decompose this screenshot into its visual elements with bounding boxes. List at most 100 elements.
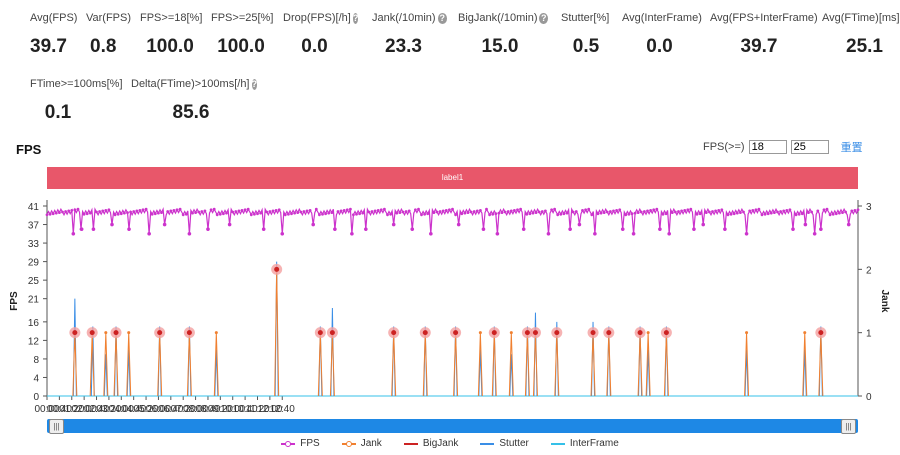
fps-chart[interactable]: 0481216212529333741012300:0000:4001:2002… <box>0 190 900 416</box>
fps-point <box>630 212 634 216</box>
y2-axis-label: Jank <box>879 290 890 313</box>
metric-avg-interframe: Avg(InterFrame) 0.0 <box>622 12 702 58</box>
fps-point <box>200 210 204 213</box>
fps-point <box>308 209 312 212</box>
bigjank-marker-core <box>532 330 538 336</box>
reset-link[interactable]: 重置 <box>840 142 863 154</box>
x-tick-label: 09:20 <box>208 404 233 415</box>
fps-point <box>831 212 835 216</box>
fps-point <box>215 213 219 217</box>
legend-line-dot-icon <box>341 439 356 449</box>
fps-point <box>807 211 810 215</box>
fps-threshold-input-2[interactable] <box>790 140 829 154</box>
metric-drop-fps: Drop(FPS)[/h]? 0.0 <box>283 12 359 58</box>
fps-point <box>655 207 659 211</box>
fps-point <box>45 213 49 217</box>
metric-label: FTime>=100ms[%] <box>30 78 123 90</box>
fps-point <box>763 212 767 216</box>
fps-point <box>153 212 157 216</box>
fps-point <box>85 212 89 216</box>
question-circle-icon[interactable]: ? <box>352 12 359 24</box>
fps-point <box>290 212 293 216</box>
fps-point <box>556 213 560 217</box>
fps-point <box>249 213 253 217</box>
bigjank-marker-core <box>113 330 119 336</box>
stutter-spike <box>478 349 483 397</box>
bigjank-marker-core <box>663 330 669 336</box>
bigjank-marker-core <box>329 330 335 336</box>
legend-label: InterFrame <box>569 438 619 449</box>
fps-point <box>259 211 262 215</box>
fps-point <box>70 209 74 212</box>
stutter-spike <box>744 349 749 397</box>
time-range-slider[interactable]: ||| ||| <box>47 419 858 434</box>
fps-point <box>104 209 108 212</box>
drag-handle-icon[interactable]: ||| <box>841 419 856 434</box>
legend-item-bigjank[interactable]: BigJank <box>403 438 458 449</box>
x-tick-label: 10:40 <box>233 404 258 415</box>
stutter-spike <box>802 349 807 397</box>
fps-dip-point <box>481 227 486 231</box>
fps-point <box>711 210 714 213</box>
fps-point <box>370 210 374 213</box>
y-axis-label: FPS <box>9 291 20 311</box>
fps-point <box>126 211 129 215</box>
fps-point <box>336 210 340 213</box>
fps-point <box>828 213 832 217</box>
legend-item-interframe[interactable]: InterFrame <box>550 438 619 449</box>
fps-dip-point <box>127 227 131 231</box>
fps-threshold-input-1[interactable] <box>748 140 787 154</box>
fps-point <box>739 211 742 215</box>
jank-spike <box>453 332 459 397</box>
label-band[interactable]: label1 <box>47 167 858 189</box>
fps-dip-point <box>280 232 285 236</box>
fps-point <box>602 211 606 215</box>
bigjank-marker-core <box>422 330 428 336</box>
bigjank-marker-core <box>317 330 323 336</box>
fps-point <box>841 211 844 215</box>
legend-item-jank[interactable]: Jank <box>341 438 382 449</box>
legend-line-dot-icon <box>281 439 296 449</box>
metric-avg-fps-interframe: Avg(FPS+InterFrame) 39.7 <box>710 12 818 58</box>
question-circle-icon[interactable]: ? <box>251 78 257 90</box>
fps-series <box>45 206 860 236</box>
fps-dip-point <box>227 222 232 227</box>
fps-point <box>101 209 105 213</box>
question-circle-icon[interactable]: ? <box>539 12 548 24</box>
jank-spike <box>590 332 596 397</box>
question-circle-icon[interactable]: ? <box>437 12 447 24</box>
jank-marker <box>509 331 513 335</box>
fps-point <box>268 210 272 213</box>
bigjank-marker-core <box>157 330 163 336</box>
legend-item-fps[interactable]: FPS <box>281 438 320 449</box>
metric-label: FPS>=18[%] <box>140 12 203 24</box>
jank-spike <box>186 332 192 397</box>
fps-point <box>358 212 361 216</box>
fps-point <box>88 211 92 215</box>
fps-point <box>435 210 439 214</box>
fps-point <box>503 210 507 214</box>
metric-value: 0.0 <box>301 36 328 57</box>
x-tick-label: 08:00 <box>183 404 208 415</box>
x-tick-label: 00:40 <box>47 404 72 415</box>
fps-point <box>283 213 287 217</box>
x-tick-label: 04:40 <box>121 404 146 415</box>
legend-item-stutter[interactable]: Stutter <box>480 438 529 449</box>
fps-point <box>218 212 222 216</box>
fps-point <box>553 207 556 211</box>
fps-dip-point <box>110 222 114 227</box>
metric-value: 0.8 <box>90 36 117 57</box>
fps-point <box>794 213 798 217</box>
metric-value: 0.5 <box>572 36 600 57</box>
fps-point <box>194 211 198 215</box>
fps-point <box>330 211 334 215</box>
fps-dip-point <box>593 232 597 236</box>
chart-title: FPS <box>16 142 42 157</box>
drag-handle-icon[interactable]: ||| <box>49 419 64 434</box>
fps-dip-point <box>147 232 151 236</box>
metric-value: 15.0 <box>481 36 519 57</box>
fps-point <box>287 212 290 216</box>
legend-line-icon <box>480 439 495 449</box>
x-tick-label: 03:20 <box>96 404 121 415</box>
fps-dip-point <box>364 227 368 231</box>
